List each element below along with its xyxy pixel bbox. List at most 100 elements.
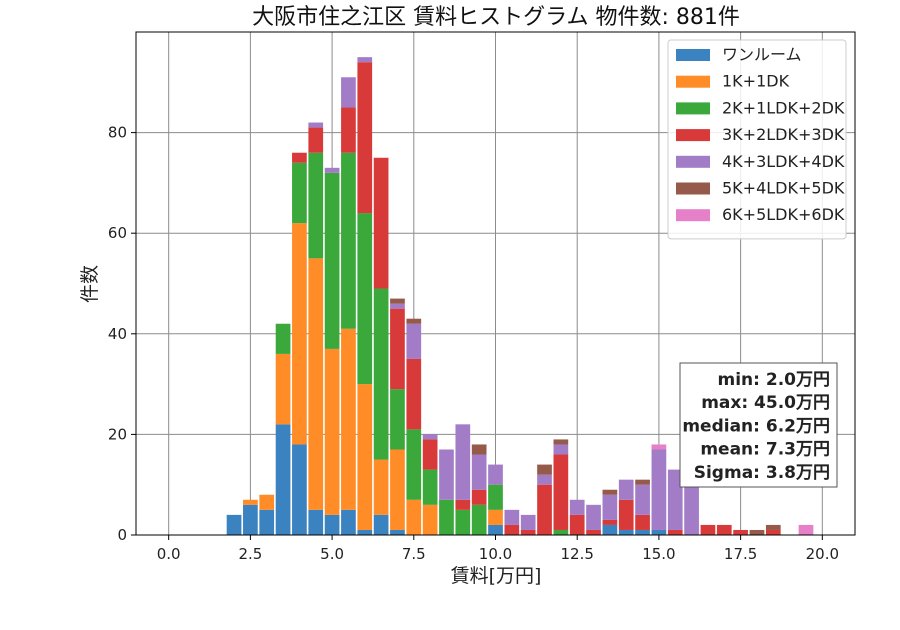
legend-label: 6K+5LDK+6DK — [722, 205, 845, 224]
histogram-bar — [586, 529, 601, 535]
x-tick-label: 0.0 — [157, 545, 181, 563]
legend-swatch — [676, 49, 710, 61]
x-tick-label: 15.0 — [642, 545, 675, 563]
histogram-bar — [471, 444, 487, 455]
stats-line: Sigma: 3.8万円 — [694, 463, 830, 483]
x-tick-label: 5.0 — [320, 545, 344, 563]
stats-box: min: 2.0万円 max: 45.0万円 median: 6.2万円 mean: … — [679, 362, 838, 488]
histogram-bar — [226, 514, 242, 535]
histogram-bar — [324, 348, 340, 515]
legend-swatch — [676, 75, 710, 88]
y-tick-label: 20 — [108, 425, 127, 443]
histogram-bar — [390, 308, 405, 390]
histogram-bar — [373, 157, 389, 289]
histogram-bar — [422, 504, 438, 535]
histogram-bar — [602, 494, 618, 520]
histogram-bar — [733, 529, 748, 535]
y-tick-label: 80 — [108, 124, 127, 142]
histogram-bar — [553, 439, 569, 445]
histogram-bar — [488, 524, 503, 535]
stats-line: mean: 7.3万円 — [700, 440, 830, 460]
bars — [226, 57, 814, 535]
histogram-bar — [341, 77, 356, 108]
histogram-bar — [700, 524, 716, 535]
histogram-bar — [341, 107, 356, 153]
histogram-bar — [537, 484, 552, 535]
histogram-bar — [504, 524, 520, 535]
y-tick-label: 60 — [108, 224, 127, 242]
histogram-bar — [259, 509, 275, 535]
x-tick-label: 17.5 — [724, 545, 757, 563]
histogram-bar — [308, 509, 324, 535]
histogram-bar — [553, 444, 569, 455]
histogram-bar — [292, 223, 307, 445]
axis-ticks: 0.0 2.5 5.0 7.5 10.0 12.5 15.0 17.5 20.0 0 20 40 60 8… — [108, 124, 839, 563]
histogram-bar — [488, 509, 503, 525]
histogram-bar — [373, 514, 389, 535]
histogram-bar — [716, 524, 732, 535]
histogram-bar — [341, 509, 356, 535]
y-axis-title: 件数 — [79, 265, 101, 303]
legend-label: 1K+1DK — [722, 72, 790, 91]
histogram-bar — [357, 62, 373, 214]
histogram-bar — [324, 167, 340, 173]
histogram-bar — [275, 353, 291, 425]
y-tick-label: 0 — [117, 526, 127, 544]
histogram-bar — [618, 499, 634, 530]
x-tick-label: 10.0 — [479, 545, 512, 563]
histogram-bar — [308, 152, 324, 259]
histogram-bar — [455, 509, 471, 535]
x-tick-label: 7.5 — [402, 545, 426, 563]
stats-line: max: 45.0万円 — [701, 393, 830, 413]
histogram-bar — [602, 524, 618, 535]
histogram-bar — [439, 449, 454, 500]
histogram-bar — [765, 529, 781, 535]
histogram-bar — [602, 489, 618, 495]
legend-swatch — [676, 209, 710, 222]
histogram-bar — [749, 529, 765, 535]
histogram-bar — [651, 449, 667, 530]
x-tick-label: 2.5 — [238, 545, 262, 563]
histogram-bar — [765, 524, 781, 530]
x-axis-title: 賃料[万円] — [451, 565, 542, 587]
histogram-bar — [406, 358, 422, 430]
histogram-bar — [292, 444, 307, 535]
histogram-bar — [651, 529, 667, 535]
histogram-bar — [537, 464, 552, 475]
histogram-bar — [455, 424, 471, 500]
histogram-bar — [586, 504, 601, 530]
legend-label: 3K+2LDK+3DK — [722, 125, 845, 144]
histogram-bar — [471, 454, 487, 490]
legend: ワンルーム 1K+1DK 2K+1LDK+2DK 3K+2LDK+3DK 4K+3LDK… — [667, 39, 847, 240]
histogram-bar — [635, 529, 650, 535]
histogram-bar — [504, 509, 520, 525]
legend-swatch — [676, 129, 710, 142]
histogram-bar — [569, 499, 585, 515]
histogram-bar — [422, 434, 438, 440]
histogram-bar — [455, 499, 471, 510]
histogram-bar — [373, 288, 389, 460]
histogram-bar — [520, 514, 536, 530]
histogram-bar — [357, 529, 373, 535]
histogram-bar — [390, 298, 405, 304]
histogram-bar — [308, 127, 324, 153]
histogram-bar — [684, 474, 699, 535]
x-tick-label: 12.5 — [561, 545, 594, 563]
histogram-bar — [553, 529, 569, 535]
histogram-bar — [406, 499, 422, 535]
chart-title: 大阪市住之江区 賃料ヒストグラム 物件数: 881件 — [252, 5, 740, 30]
histogram-bar — [292, 152, 307, 163]
histogram-bar — [488, 464, 503, 485]
legend-swatch — [676, 102, 710, 115]
histogram-bar — [537, 474, 552, 485]
histogram-bar — [390, 529, 405, 535]
histogram-bar — [390, 389, 405, 450]
histogram-bar — [243, 499, 258, 505]
legend-swatch — [676, 155, 710, 168]
histogram-bar — [667, 469, 683, 530]
x-tick-label: 20.0 — [806, 545, 839, 563]
histogram-bar — [259, 494, 275, 510]
legend-box — [667, 39, 847, 240]
legend-label: 2K+1LDK+2DK — [722, 98, 845, 117]
histogram-bar — [618, 529, 634, 535]
